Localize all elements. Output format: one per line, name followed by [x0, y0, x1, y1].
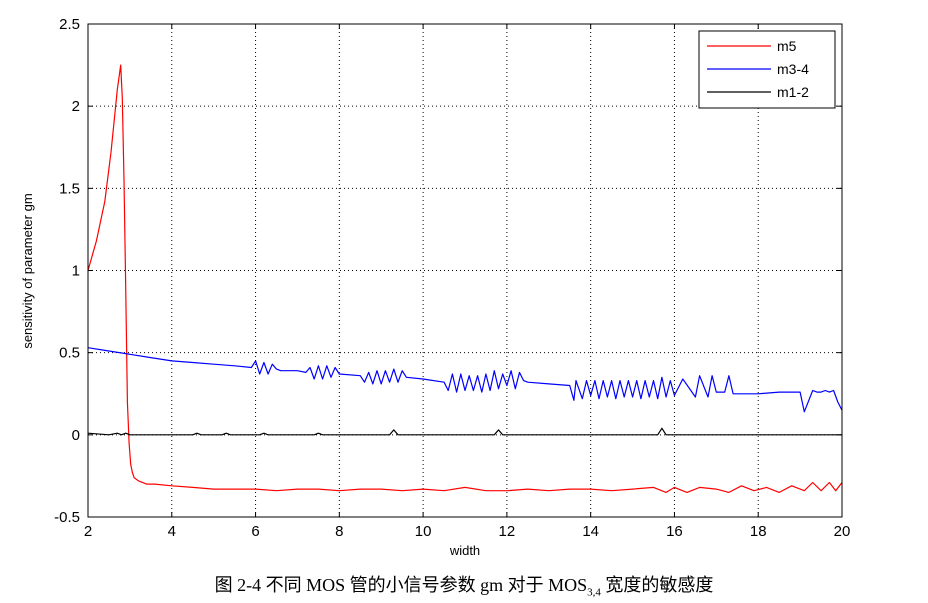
x-tick-label: 16 [666, 523, 683, 540]
legend-label-m1-2: m1-2 [777, 84, 809, 100]
y-tick-label: 1.5 [59, 180, 80, 197]
series-lines [87, 64, 843, 493]
legend-label-m5: m5 [777, 38, 797, 54]
x-tick-label: 6 [251, 523, 259, 540]
y-tick-label: 2 [72, 98, 80, 115]
x-tick-label: 10 [415, 523, 432, 540]
y-tick-label: 0.5 [59, 345, 80, 362]
caption-prefix: 图 2-4 不同 MOS 管的小信号参数 gm 对于 MOS [214, 575, 588, 595]
legend-label-m3-4: m3-4 [777, 61, 809, 77]
x-axis-title: width [449, 543, 480, 558]
y-tick-label: 0 [72, 427, 80, 444]
figure-caption: 图 2-4 不同 MOS 管的小信号参数 gm 对于 MOS3,4 宽度的敏感度 [0, 571, 928, 599]
series-line-m3-4 [87, 347, 843, 413]
series-line-m1-2 [87, 427, 842, 436]
y-tick-label: 2.5 [59, 16, 80, 33]
x-tick-label: 12 [499, 523, 516, 540]
x-tick-label: 8 [335, 523, 343, 540]
y-tick-label: 1 [72, 263, 80, 280]
x-tick-label: 20 [834, 523, 851, 540]
series-line-m5 [87, 64, 843, 493]
x-tick-label: 14 [582, 523, 599, 540]
legend: m5 m3-4 m1-2 [698, 30, 836, 109]
x-tick-label: 18 [750, 523, 767, 540]
caption-suffix: 宽度的敏感度 [600, 575, 714, 595]
axis-ticks: 2 4 6 8 10 12 14 16 18 20 -0.5 0 0.5 1 1.5 2 2.5 [54, 16, 850, 540]
x-tick-label: 2 [84, 523, 92, 540]
y-axis-title: sensitivity of parameter gm [20, 193, 35, 348]
y-tick-label: -0.5 [54, 509, 80, 526]
x-tick-label: 4 [168, 523, 176, 540]
caption-subscript: 3,4 [587, 586, 601, 599]
